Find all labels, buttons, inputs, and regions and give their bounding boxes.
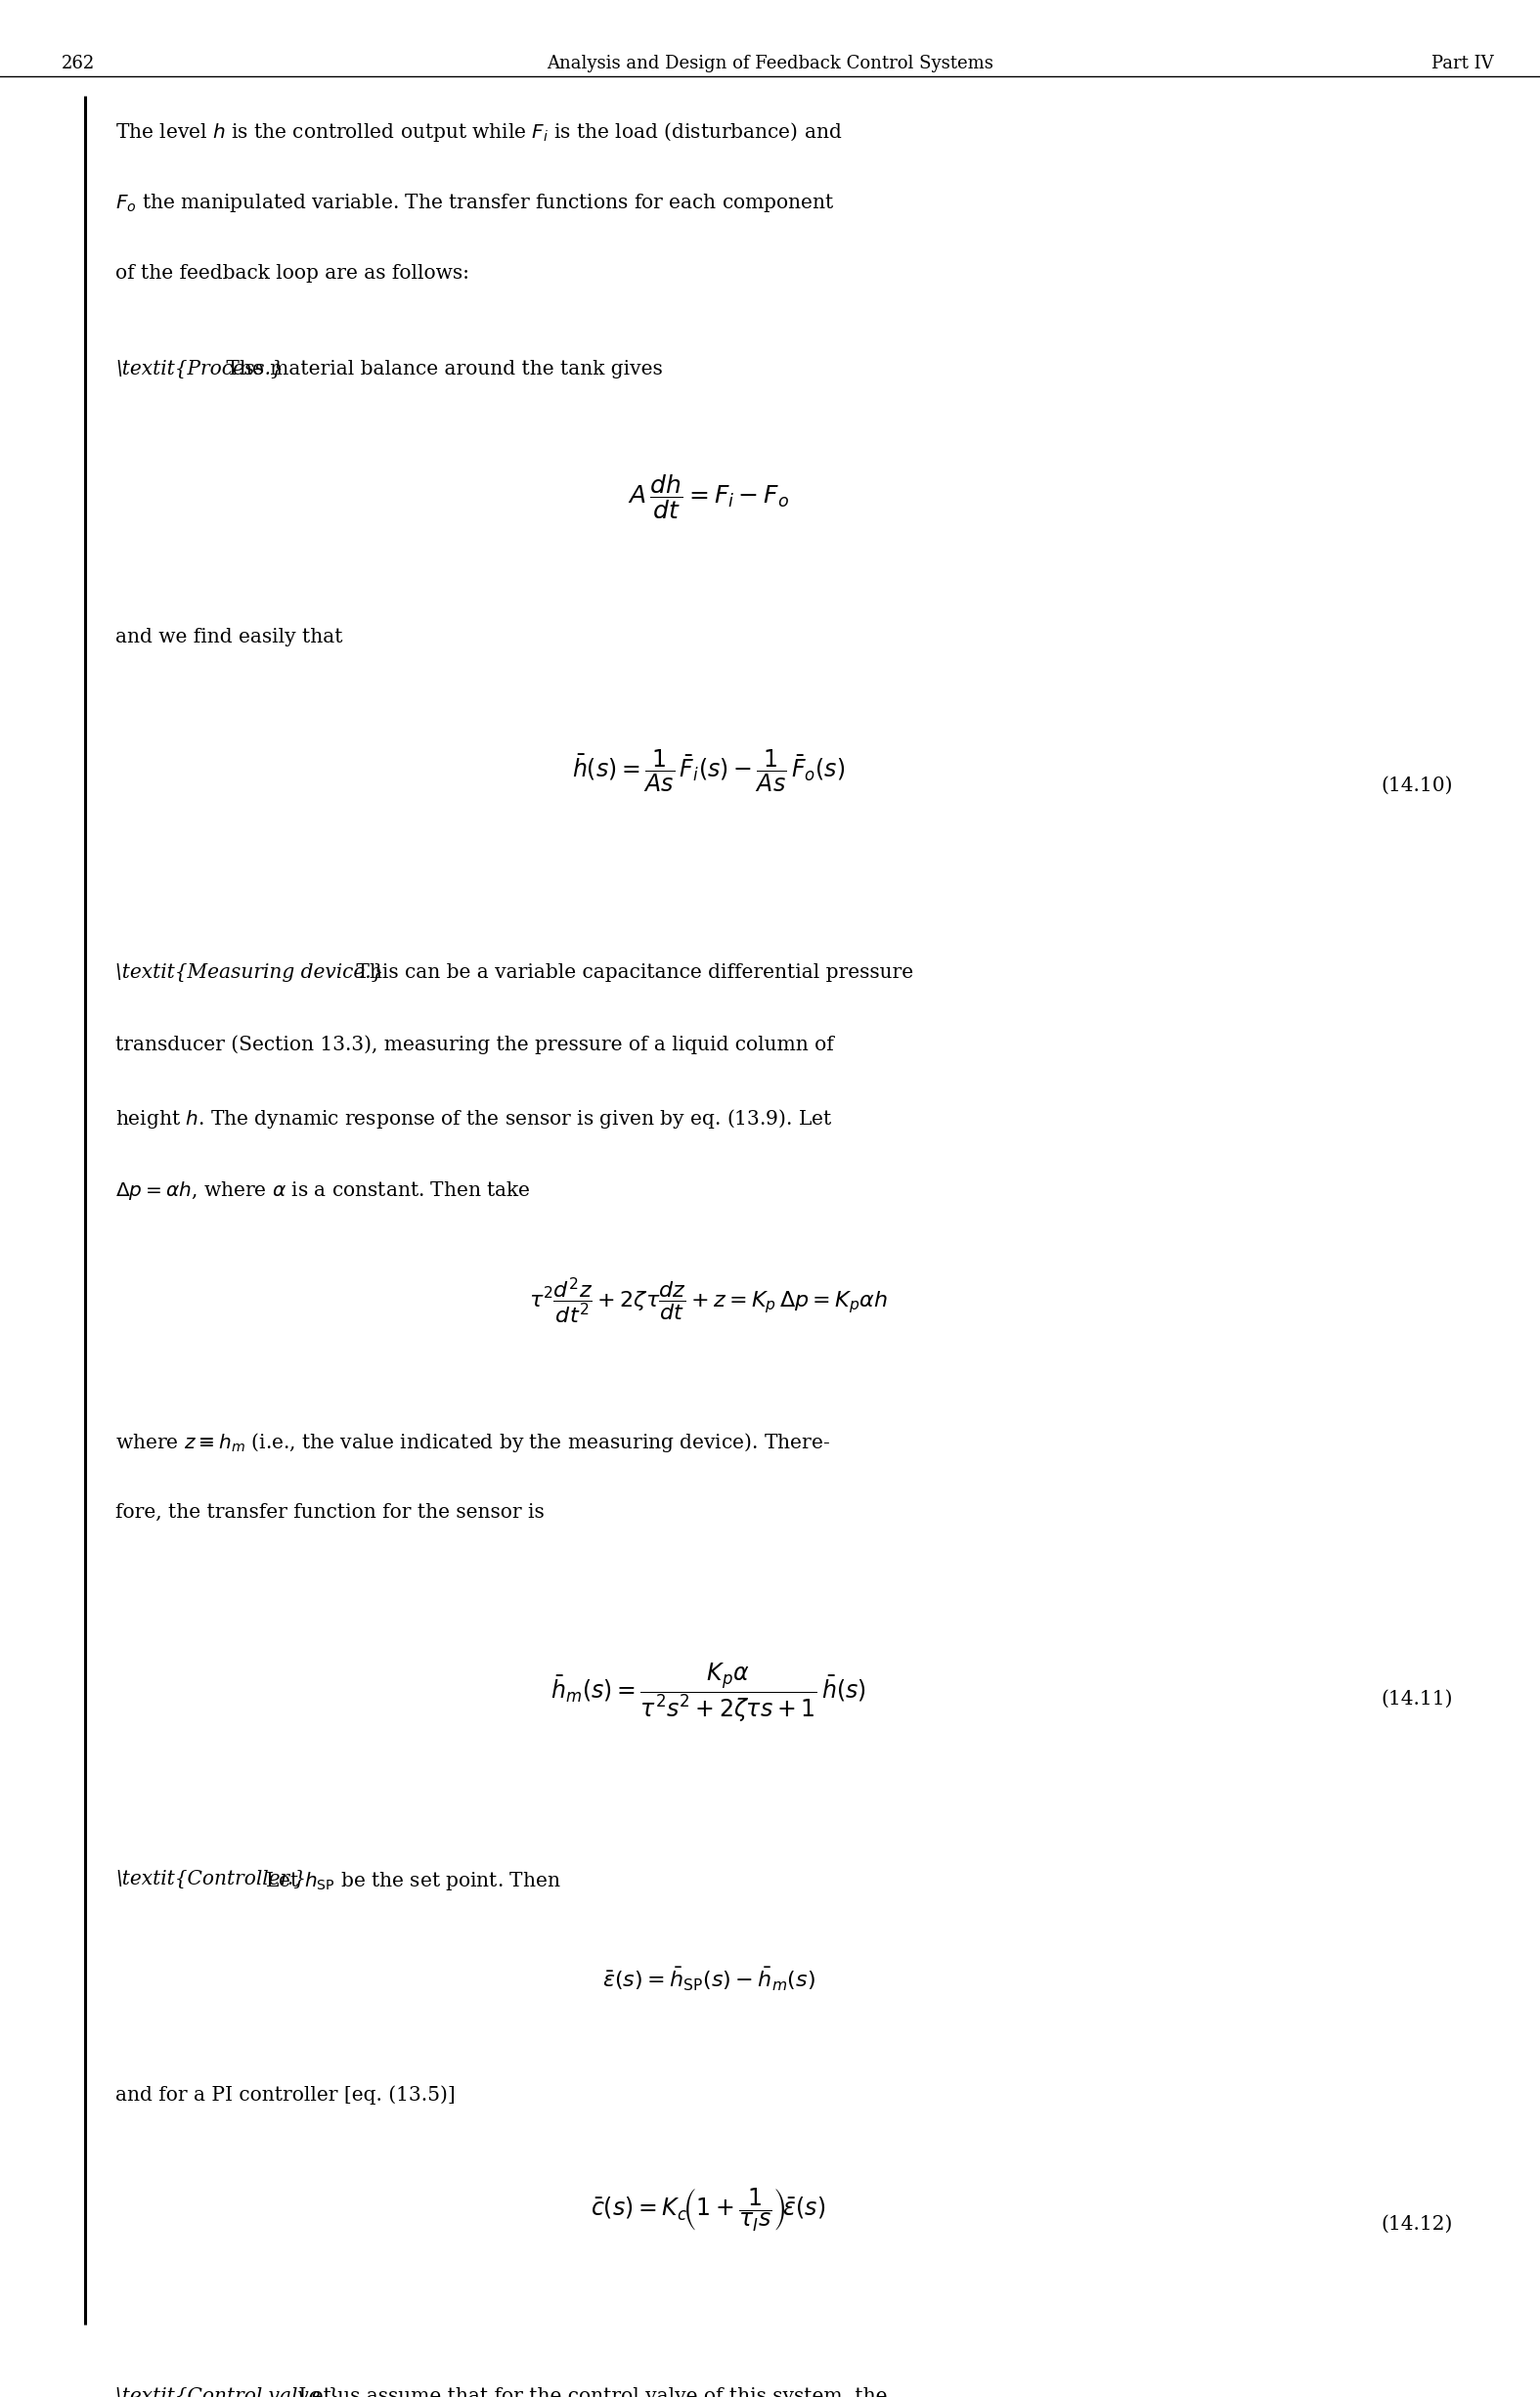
- Text: Let us assume that for the control valve of this system, the: Let us assume that for the control valve…: [293, 2387, 887, 2397]
- Text: \textit{Measuring device.}: \textit{Measuring device.}: [116, 964, 383, 983]
- Text: The level $h$ is the controlled output while $F_i$ is the load (disturbance) and: The level $h$ is the controlled output w…: [116, 120, 842, 144]
- Text: \textit{Control valve.}: \textit{Control valve.}: [116, 2387, 339, 2397]
- Text: \textit{Process.}: \textit{Process.}: [116, 360, 283, 379]
- Text: This can be a variable capacitance differential pressure: This can be a variable capacitance diffe…: [350, 964, 913, 983]
- Text: $A\,\dfrac{dh}{dt} = F_i - F_o$: $A\,\dfrac{dh}{dt} = F_i - F_o$: [628, 472, 788, 520]
- Text: Let $h_\mathrm{SP}$ be the set point. Then: Let $h_\mathrm{SP}$ be the set point. Th…: [259, 1870, 561, 1891]
- Text: $\bar{h}_m(s) = \dfrac{K_p\alpha}{\tau^2 s^2 + 2\zeta\tau s + 1}\,\bar{h}(s)$: $\bar{h}_m(s) = \dfrac{K_p\alpha}{\tau^2…: [551, 1661, 865, 1723]
- Text: (14.11): (14.11): [1381, 1690, 1452, 1709]
- Text: (14.12): (14.12): [1381, 2215, 1452, 2234]
- Text: \textit{Controller.}: \textit{Controller.}: [116, 1870, 306, 1889]
- Text: $\bar{c}(s) = K_c\!\left(1 + \dfrac{1}{\tau_I s}\right)\!\bar{\epsilon}(s)$: $\bar{c}(s) = K_c\!\left(1 + \dfrac{1}{\…: [591, 2186, 825, 2234]
- Text: The material balance around the tank gives: The material balance around the tank giv…: [220, 360, 662, 379]
- Text: 262: 262: [62, 55, 95, 72]
- Text: fore, the transfer function for the sensor is: fore, the transfer function for the sens…: [116, 1503, 545, 1522]
- Text: transducer (Section 13.3), measuring the pressure of a liquid column of: transducer (Section 13.3), measuring the…: [116, 1036, 835, 1055]
- Text: and we find easily that: and we find easily that: [116, 628, 343, 647]
- Text: $\bar{\epsilon}(s) = \bar{h}_\mathrm{SP}(s) - \bar{h}_m(s)$: $\bar{\epsilon}(s) = \bar{h}_\mathrm{SP}…: [602, 1966, 815, 1992]
- Text: $F_o$ the manipulated variable. The transfer functions for each component: $F_o$ the manipulated variable. The tran…: [116, 192, 835, 213]
- Text: and for a PI controller [eq. (13.5)]: and for a PI controller [eq. (13.5)]: [116, 2085, 456, 2105]
- Text: Part IV: Part IV: [1432, 55, 1494, 72]
- Text: $\bar{h}(s) = \dfrac{1}{As}\,\bar{F}_i(s) - \dfrac{1}{As}\,\bar{F}_o(s)$: $\bar{h}(s) = \dfrac{1}{As}\,\bar{F}_i(s…: [571, 748, 845, 793]
- Text: $\Delta p = \alpha h$, where $\alpha$ is a constant. Then take: $\Delta p = \alpha h$, where $\alpha$ is…: [116, 1179, 531, 1201]
- Text: height $h$. The dynamic response of the sensor is given by eq. (13.9). Let: height $h$. The dynamic response of the …: [116, 1107, 833, 1131]
- Text: of the feedback loop are as follows:: of the feedback loop are as follows:: [116, 264, 470, 283]
- Text: $\tau^2\dfrac{d^2z}{dt^2} + 2\zeta\tau\dfrac{dz}{dt} + z = K_p\,\Delta p = K_p\a: $\tau^2\dfrac{d^2z}{dt^2} + 2\zeta\tau\d…: [528, 1275, 889, 1326]
- Text: Analysis and Design of Feedback Control Systems: Analysis and Design of Feedback Control …: [547, 55, 993, 72]
- Text: (14.10): (14.10): [1381, 777, 1452, 796]
- Text: where $z \equiv h_m$ (i.e., the value indicated by the measuring device). There-: where $z \equiv h_m$ (i.e., the value in…: [116, 1431, 830, 1455]
